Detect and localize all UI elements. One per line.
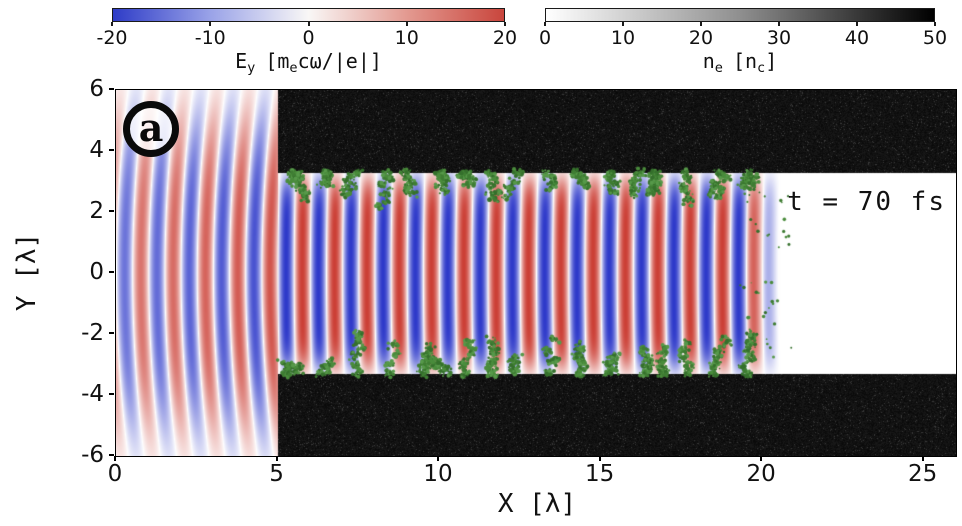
ey-colorbar-label: Ey [mecω/|e|] [112, 49, 505, 76]
x-tick-label: 5 [269, 461, 284, 487]
colorbar-tick-label: 50 [922, 27, 948, 49]
y-tick-label: 6 [89, 76, 104, 102]
x-tick-mark [598, 456, 601, 461]
ey-label-units-sub: e [289, 59, 298, 76]
ne-label-units-open: [n [732, 49, 758, 73]
ne-label-sub: e [714, 59, 723, 76]
ne-label-units-sub: c [757, 59, 766, 76]
ey-colorbar: Ey [mecω/|e|] -20 -10 0 10 20 [96, 8, 517, 76]
ey-label-sub: y [247, 59, 256, 76]
x-tick-mark [114, 456, 116, 461]
ey-colorbar-gradient [112, 8, 505, 22]
x-tick-mark [760, 456, 763, 461]
colorbar-tick-label: 0 [302, 27, 315, 49]
x-tick-mark [275, 456, 278, 461]
y-tick-label: 2 [89, 198, 104, 224]
x-tick-label: 0 [107, 461, 123, 487]
ne-label-symbol: n [702, 49, 715, 73]
ne-colorbar: ne [nc] 0 10 20 30 40 50 [539, 8, 947, 76]
y-tick-mark [109, 88, 114, 90]
colorbar-tick-label: 40 [844, 27, 870, 49]
y-tick-label: -4 [81, 381, 104, 407]
colorbar-tick-mark [307, 22, 310, 26]
ne-colorbar-label: ne [nc] [545, 49, 935, 76]
y-tick-mark [109, 210, 114, 212]
colorbar-tick-mark [111, 22, 113, 26]
ne-label-units-rest: ] [765, 49, 778, 73]
colorbar-tick-label: 10 [394, 27, 419, 49]
colorbar-tick-mark [700, 22, 702, 26]
colorbar-tick-label: 30 [766, 27, 792, 49]
colorbar-tick-mark [934, 22, 936, 26]
colorbar-tick-mark [778, 22, 780, 26]
colorbar-tick-mark [405, 22, 408, 26]
y-tick-mark [109, 271, 114, 273]
ey-label-units-open: [m [265, 49, 290, 73]
y-tick-mark [109, 454, 114, 456]
ne-colorbar-gradient [545, 8, 935, 22]
x-tick-mark [437, 456, 440, 461]
ey-label-units-rest: cω/|e|] [297, 49, 382, 73]
colorbar-tick-label: 0 [538, 27, 552, 49]
simulation-canvas [116, 90, 956, 456]
colorbar-tick-label: 20 [492, 27, 518, 49]
x-tick-label: 20 [746, 461, 776, 487]
colorbar-tick-label: -10 [194, 27, 226, 49]
x-axis-label: X [λ] [497, 489, 577, 519]
ey-label-symbol: E [235, 49, 248, 73]
x-tick-label: 15 [584, 461, 615, 487]
colorbar-tick-label: 20 [688, 27, 714, 49]
y-tick-mark [109, 393, 114, 395]
y-tick-mark [109, 149, 114, 151]
colorbar-tick-mark [622, 22, 624, 26]
y-tick-mark [109, 332, 114, 334]
colorbar-tick-mark [856, 22, 858, 26]
colorbar-tick-label: 10 [610, 27, 636, 49]
colorbar-tick-label: -20 [96, 27, 128, 49]
colorbar-tick-mark [544, 22, 546, 26]
y-tick-label: -6 [81, 442, 104, 468]
colorbar-tick-mark [209, 22, 212, 26]
time-annotation: t = 70 fs [787, 187, 946, 217]
x-tick-mark [921, 456, 924, 461]
panel-label-circle: a [123, 101, 179, 157]
x-tick-label: 25 [908, 461, 938, 487]
colorbar-tick-mark [504, 22, 506, 26]
y-tick-label: -2 [81, 320, 104, 346]
y-tick-label: 4 [89, 137, 104, 163]
plot-area: a t = 70 fs [115, 89, 957, 457]
x-tick-label: 10 [423, 461, 453, 487]
y-tick-label: 0 [89, 259, 104, 285]
panel-label: a [138, 104, 164, 150]
